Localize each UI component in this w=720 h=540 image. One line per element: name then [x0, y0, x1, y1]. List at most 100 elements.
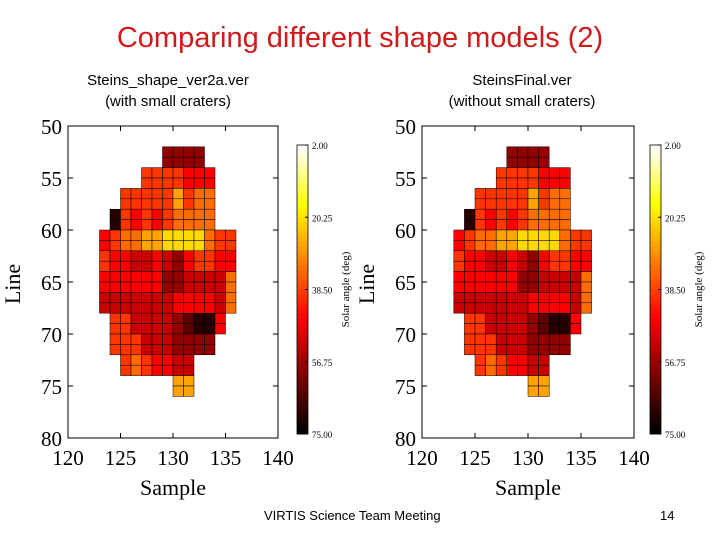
heatmap-cell	[559, 271, 571, 283]
y-tick-label: 60	[395, 219, 416, 243]
heatmap-cell	[162, 188, 174, 200]
heatmap-cell	[151, 333, 163, 345]
heatmap-cell	[506, 271, 518, 283]
heatmap-cell	[538, 208, 550, 220]
heatmap-cell	[580, 240, 592, 252]
heatmap-cell	[506, 250, 518, 262]
heatmap-cell	[506, 312, 518, 324]
heatmap-cell	[559, 250, 571, 262]
x-axis-label: Sample	[140, 475, 206, 500]
colorbar-segment	[650, 405, 661, 411]
heatmap-cell	[474, 312, 486, 324]
heatmap-cell	[172, 167, 184, 179]
heatmap-cell	[506, 208, 518, 220]
heatmap-cell	[580, 260, 592, 272]
colorbar-segment	[297, 332, 308, 339]
heatmap-cell	[559, 292, 571, 304]
heatmap-cell	[527, 198, 539, 210]
colorbar-segment	[650, 424, 661, 430]
colorbar-segment	[297, 279, 308, 286]
colorbar-segment	[297, 342, 308, 348]
heatmap-cell	[151, 354, 163, 366]
heatmap-cell	[559, 208, 571, 220]
slide-title: Comparing different shape models (2)	[116, 22, 604, 54]
heatmap-cell	[183, 312, 195, 324]
heatmap-cell	[225, 260, 237, 272]
colorbar-segment	[297, 308, 308, 315]
heatmap-cell	[162, 250, 174, 262]
heatmap-cell	[120, 271, 132, 283]
heatmap-cell	[559, 177, 571, 189]
heatmap-cell	[538, 219, 550, 231]
heatmap-cell	[559, 323, 571, 335]
colorbar-segment	[650, 275, 661, 281]
panel-right-label: SteinsFinal.ver (without small craters)	[362, 70, 682, 112]
colorbar-segment	[650, 342, 661, 348]
heatmap-cell	[517, 271, 529, 283]
colorbar-tick-label: 38.50	[312, 286, 333, 296]
colorbar-tick-label: 2.00	[665, 141, 681, 151]
colorbar-segment	[297, 231, 308, 238]
heatmap-cell	[172, 292, 184, 304]
panel-left-label-line1: Steins_shape_ver2a.ver	[87, 72, 249, 89]
heatmap-cell	[151, 188, 163, 200]
heatmap-cell	[527, 333, 539, 345]
heatmap-cell	[193, 156, 205, 168]
heatmap-cell	[120, 302, 132, 314]
heatmap-cell	[183, 333, 195, 345]
heatmap-cell	[485, 292, 497, 304]
heatmap-cell	[548, 260, 561, 272]
colorbar-segment	[297, 183, 308, 189]
heatmap-cell	[183, 208, 195, 220]
heatmap-cell	[141, 208, 153, 220]
heatmap-cell	[204, 240, 216, 252]
heatmap-cell	[495, 281, 508, 293]
colorbar-segment	[650, 323, 661, 329]
heatmap-cell	[141, 198, 153, 210]
colorbar-segment	[650, 149, 661, 156]
heatmap-cell	[183, 229, 195, 241]
heatmap-cell	[506, 198, 518, 210]
heatmap-cell	[172, 333, 184, 345]
heatmap-cell	[464, 229, 476, 241]
heatmap-cell	[172, 302, 184, 314]
heatmap-cell	[495, 354, 508, 366]
heatmap-cell	[130, 344, 142, 356]
heatmap-cell	[474, 208, 486, 220]
heatmap-cell	[506, 240, 518, 252]
colorbar-segment	[650, 207, 661, 213]
colorbar-segment	[650, 202, 661, 209]
heatmap-cell	[183, 281, 195, 293]
colorbar-segment	[650, 154, 661, 160]
heatmap-cell	[183, 188, 195, 200]
heatmap-cell	[214, 323, 226, 335]
heatmap-cell	[474, 292, 486, 304]
heatmap-cell	[130, 229, 142, 241]
colorbar-segment	[650, 197, 661, 204]
colorbar-segment	[650, 313, 661, 319]
heatmap-cell	[130, 292, 142, 304]
colorbar-segment	[650, 193, 661, 199]
heatmap-cell	[559, 333, 571, 345]
heatmap-cell	[204, 167, 216, 179]
colorbar-label: Solar angle (deg)	[340, 251, 352, 327]
heatmap-cell	[172, 344, 184, 356]
heatmap-cell	[151, 167, 163, 179]
heatmap-cell	[538, 281, 550, 293]
y-tick-label: 65	[395, 271, 416, 295]
heatmap-cell	[151, 271, 163, 283]
heatmap-cell	[517, 208, 529, 220]
heatmap-cell	[570, 281, 582, 293]
heatmap-cell	[559, 281, 571, 293]
heatmap-cell	[559, 198, 571, 210]
colorbar-segment	[650, 366, 661, 372]
heatmap-cell	[548, 302, 561, 314]
heatmap-cell	[162, 177, 174, 189]
heatmap-cell	[151, 219, 163, 231]
heatmap-cell	[495, 219, 508, 231]
heatmap-cell	[204, 344, 216, 356]
x-tick-label: 125	[105, 446, 137, 470]
x-tick-label: 120	[52, 446, 84, 470]
heatmap-cell	[183, 198, 195, 210]
heatmap-cell	[225, 302, 237, 314]
